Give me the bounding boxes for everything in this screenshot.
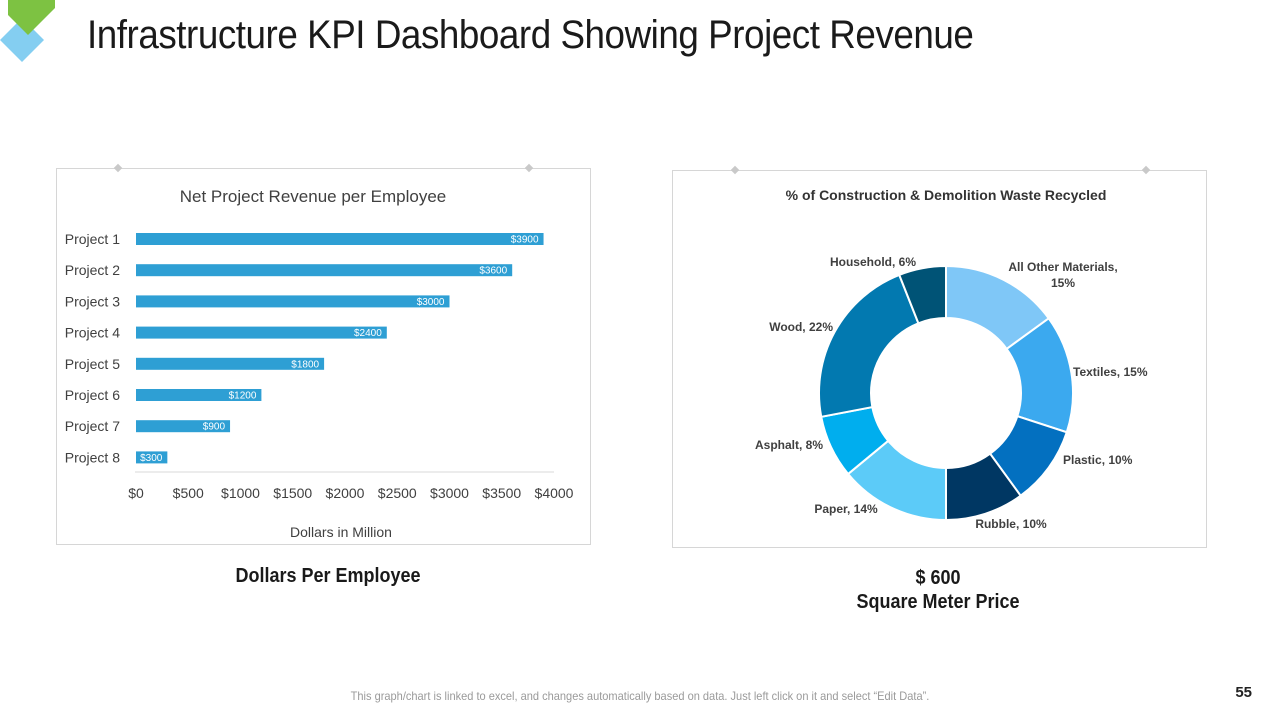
bar (136, 264, 513, 277)
slice-label: Household, 6% (830, 255, 916, 269)
x-axis-label: Dollars in Million (290, 524, 392, 540)
x-tick-label: $0 (128, 485, 144, 501)
x-tick-label: $4000 (535, 485, 574, 501)
x-tick-label: $1000 (221, 485, 260, 501)
chart-title: Net Project Revenue per Employee (180, 187, 446, 206)
bar (136, 326, 387, 339)
slice-label: 15% (1051, 276, 1075, 290)
slice-label: Wood, 22% (769, 320, 833, 334)
bar-value-label: $1800 (291, 359, 319, 370)
x-tick-label: $2500 (378, 485, 417, 501)
slice-label: Plastic, 10% (1063, 453, 1133, 467)
bar (136, 389, 262, 401)
x-tick-label: $3000 (430, 485, 469, 501)
slice-label: Asphalt, 8% (755, 438, 823, 452)
category-label: Project 1 (65, 231, 120, 247)
brand-logo (0, 0, 55, 62)
bar-value-label: $900 (203, 422, 226, 433)
bar (136, 233, 544, 245)
slice-label: Paper, 14% (814, 502, 878, 516)
category-label: Project 5 (65, 356, 120, 372)
bar (136, 357, 325, 370)
footnote: This graph/chart is linked to excel, and… (350, 689, 930, 703)
bar-value-label: $3000 (417, 297, 445, 308)
chart-title: % of Construction & Demolition Waste Rec… (786, 187, 1107, 203)
x-tick-label: $2000 (326, 485, 365, 501)
donut-slice (818, 273, 920, 418)
category-label: Project 7 (65, 418, 120, 434)
bar-value-label: $300 (140, 453, 163, 464)
bar (136, 420, 231, 433)
bar-value-label: $3900 (511, 235, 539, 246)
bar (136, 451, 168, 464)
category-label: Project 2 (65, 262, 120, 278)
bar-chart-panel[interactable]: Net Project Revenue per Employee Project… (56, 163, 591, 545)
category-label: Project 4 (65, 325, 120, 341)
bar-value-label: $3600 (479, 266, 507, 277)
square-meter-price-value: $ 600 (915, 567, 961, 589)
bar-value-label: $2400 (354, 328, 382, 339)
category-label: Project 8 (65, 449, 120, 465)
slice-label: Textiles, 15% (1073, 365, 1148, 379)
x-tick-label: $1500 (273, 485, 312, 501)
x-tick-label: $3500 (482, 485, 521, 501)
category-label: Project 6 (65, 387, 120, 403)
donut-chart-panel[interactable]: % of Construction & Demolition Waste Rec… (672, 165, 1207, 548)
bar-chart: Net Project Revenue per Employee Project… (65, 187, 574, 540)
bar-value-label: $1200 (229, 391, 257, 402)
page-title: Infrastructure KPI Dashboard Showing Pro… (87, 13, 974, 57)
category-label: Project 3 (65, 293, 120, 309)
slice-label: All Other Materials, (1008, 260, 1117, 274)
bar (136, 295, 450, 308)
donut-chart: % of Construction & Demolition Waste Rec… (755, 187, 1148, 531)
slice-label: Rubble, 10% (975, 517, 1047, 531)
page-number: 55 (1235, 684, 1252, 701)
donut-slice (897, 264, 947, 325)
left-caption: Dollars Per Employee (235, 565, 421, 587)
square-meter-price-label: Square Meter Price (856, 591, 1020, 613)
x-tick-label: $500 (173, 485, 204, 501)
